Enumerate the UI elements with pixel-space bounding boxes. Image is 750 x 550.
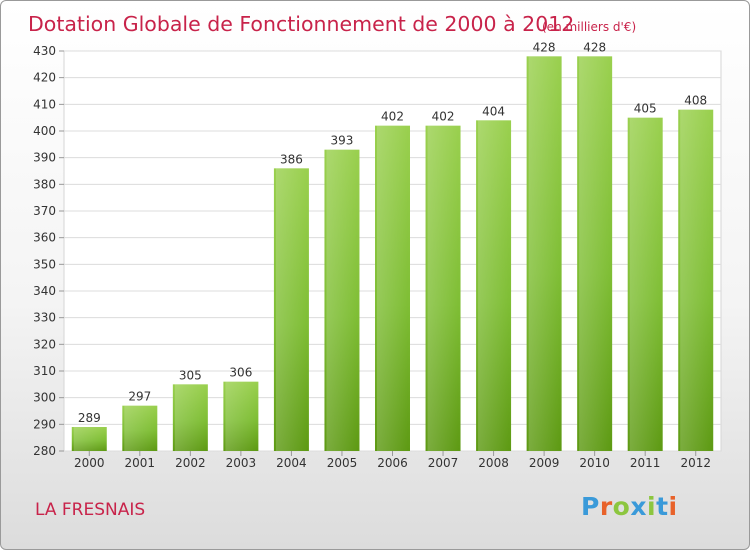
- proxiti-logo: Proxiti: [581, 492, 678, 524]
- x-tick-label: 2005: [327, 456, 358, 470]
- logo-letter: i: [668, 492, 678, 521]
- bar-value-label: 428: [533, 40, 556, 54]
- bar-highlight: [275, 168, 307, 452]
- x-tick-label: 2003: [226, 456, 257, 470]
- bar-value-label: 297: [128, 390, 151, 404]
- x-tick-label: 2007: [428, 456, 459, 470]
- bar-highlight: [427, 125, 459, 452]
- x-tick-label: 2001: [125, 456, 156, 470]
- bar-highlight: [478, 120, 510, 451]
- x-tick-label: 2012: [680, 456, 711, 470]
- y-tick-label: 290: [33, 417, 56, 431]
- y-tick-label: 310: [33, 364, 56, 378]
- bar-highlight: [225, 381, 257, 451]
- bar-highlight: [629, 117, 661, 452]
- bar-value-label: 428: [583, 40, 606, 54]
- bar-highlight: [326, 149, 358, 451]
- chart-subtitle: (en milliers d'€): [542, 20, 636, 34]
- y-tick-label: 330: [33, 311, 56, 325]
- x-tick-label: 2000: [74, 456, 105, 470]
- chart-title: Dotation Globale de Fonctionnement de 20…: [28, 12, 574, 36]
- y-tick-label: 390: [33, 151, 56, 165]
- y-tick-label: 430: [33, 44, 56, 58]
- bar-value-label: 408: [684, 94, 707, 108]
- logo-letter: x: [630, 492, 647, 521]
- y-tick-label: 360: [33, 231, 56, 245]
- logo-letter: P: [581, 492, 600, 521]
- bar-highlight: [124, 405, 156, 451]
- x-tick-label: 2004: [276, 456, 307, 470]
- y-tick-label: 280: [33, 444, 56, 458]
- bar-value-label: 404: [482, 104, 505, 118]
- y-tick-label: 400: [33, 124, 56, 138]
- x-axis: 2000 2001 2002 2003 2004 2005 2006 2007 2008 2009…: [74, 451, 711, 470]
- logo-letter: o: [612, 492, 631, 521]
- x-tick-label: 2008: [478, 456, 509, 470]
- bar-highlight: [377, 125, 408, 452]
- bar-value-label: 402: [381, 110, 404, 124]
- y-tick-label: 300: [33, 391, 56, 405]
- logo-letter: i: [647, 492, 657, 521]
- bar-value-label: 402: [432, 110, 455, 124]
- bar-highlight: [579, 56, 611, 451]
- bar-value-label: 393: [331, 134, 354, 148]
- y-tick-label: 410: [33, 97, 56, 111]
- y-tick-label: 320: [33, 337, 56, 351]
- bar-value-label: 306: [229, 366, 252, 380]
- x-tick-label: 2002: [175, 456, 206, 470]
- y-tick-label: 380: [33, 177, 56, 191]
- x-tick-label: 2006: [377, 456, 408, 470]
- x-tick-label: 2009: [529, 456, 560, 470]
- x-tick-label: 2011: [630, 456, 661, 470]
- x-tick-label: 2010: [579, 456, 610, 470]
- bar-value-label: 386: [280, 152, 303, 166]
- bar-value-label: 405: [634, 102, 657, 116]
- y-tick-label: 370: [33, 204, 56, 218]
- bar-highlight: [73, 427, 105, 451]
- bar-highlight: [528, 56, 560, 451]
- y-tick-label: 340: [33, 284, 56, 298]
- y-axis: 280 290 300 310 320 330 340 350 360 370 380 390 400 4…: [33, 44, 64, 458]
- y-tick-label: 350: [33, 257, 56, 271]
- logo-letter: r: [599, 492, 613, 521]
- bar-highlight: [174, 384, 206, 451]
- bar-value-label: 305: [179, 368, 202, 382]
- bars: 289 297 305 306 386 393 402 402 404 428 428 405 408: [71, 40, 714, 452]
- bar-value-label: 289: [78, 411, 101, 425]
- bar-highlight: [680, 109, 712, 452]
- logo-letter: t: [656, 492, 669, 521]
- y-tick-label: 420: [33, 71, 56, 85]
- place-name: LA FRESNAIS: [35, 500, 145, 520]
